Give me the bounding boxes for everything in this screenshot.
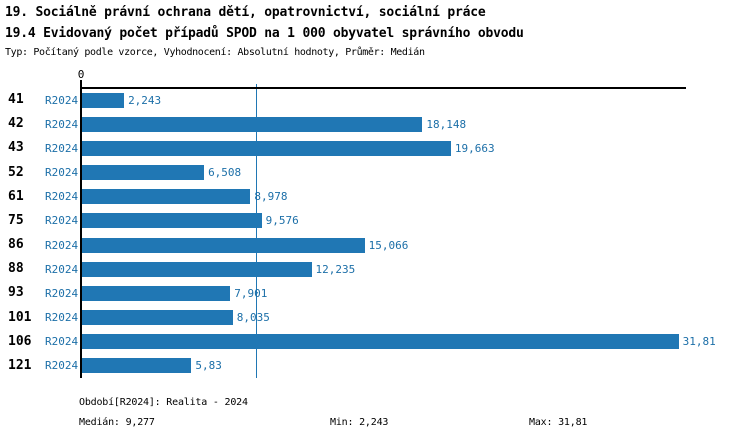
value-label-41: 2,243 (128, 93, 162, 107)
plot-top-border (82, 87, 686, 89)
value-label-121: 5,83 (195, 359, 222, 373)
category-label-75: 75 (8, 212, 24, 228)
series-label: R2024 (45, 117, 79, 131)
value-label-93: 7,901 (234, 286, 268, 300)
bar-61 (82, 189, 251, 205)
category-label-88: 88 (8, 261, 24, 277)
y-axis-line (80, 80, 82, 378)
category-label-42: 42 (8, 116, 24, 132)
value-label-101: 8,035 (236, 311, 270, 324)
bar-93 (82, 285, 231, 301)
report-section-title: 19. Sociálně právní ochrana dětí, opatro… (5, 5, 486, 20)
bar-86 (82, 237, 365, 253)
value-label-42: 18,148 (426, 117, 467, 131)
series-label: R2024 (45, 190, 79, 204)
bar-101 (82, 310, 233, 325)
bar-43 (82, 140, 451, 156)
series-label: R2024 (45, 214, 79, 228)
category-label-43: 43 (8, 140, 24, 156)
category-label-106: 106 (8, 333, 32, 349)
category-label-52: 52 (8, 164, 24, 180)
series-label: R2024 (45, 93, 79, 107)
category-label-86: 86 (8, 237, 24, 252)
median-line (256, 84, 258, 378)
indicator-title: 19.4 Evidovaný počet případů SPOD na 1 0… (5, 26, 524, 41)
value-label-75: 9,576 (265, 214, 299, 228)
series-label: R2024 (45, 166, 79, 179)
value-label-86: 15,066 (368, 238, 409, 252)
value-label-106: 31,81 (682, 335, 716, 349)
category-label-93: 93 (8, 285, 24, 301)
series-label: R2024 (45, 141, 79, 155)
bar-75 (82, 213, 262, 229)
stat-max-label: Max: 31,81 (529, 417, 588, 428)
series-label: R2024 (45, 238, 79, 252)
series-label: R2024 (45, 335, 79, 349)
bar-42 (82, 116, 423, 132)
category-label-61: 61 (8, 188, 24, 204)
series-label: R2024 (45, 262, 79, 276)
series-label: R2024 (45, 359, 79, 373)
legend-period-label: Období[R2024]: Realita - 2024 (79, 397, 248, 408)
bar-41 (82, 92, 125, 108)
category-label-101: 101 (8, 309, 32, 325)
bar-88 (82, 261, 312, 277)
series-label: R2024 (45, 311, 79, 324)
value-label-43: 19,663 (454, 141, 495, 155)
indicator-subtitle: Typ: Počítaný podle vzorce, Vyhodnocení:… (5, 47, 425, 58)
category-label-41: 41 (8, 92, 24, 107)
series-label: R2024 (45, 286, 79, 300)
bar-52 (82, 165, 205, 180)
stat-median-label: Medián: 9,277 (79, 417, 155, 428)
stat-min-label: Min: 2,243 (330, 417, 389, 428)
category-label-121: 121 (8, 357, 32, 373)
bar-106 (82, 334, 679, 350)
value-label-61: 8,978 (254, 190, 288, 204)
value-label-52: 6,508 (208, 166, 242, 179)
bar-121 (82, 358, 192, 374)
value-label-88: 12,235 (315, 262, 356, 276)
x-axis-zero-tick-label: 0 (77, 68, 85, 81)
